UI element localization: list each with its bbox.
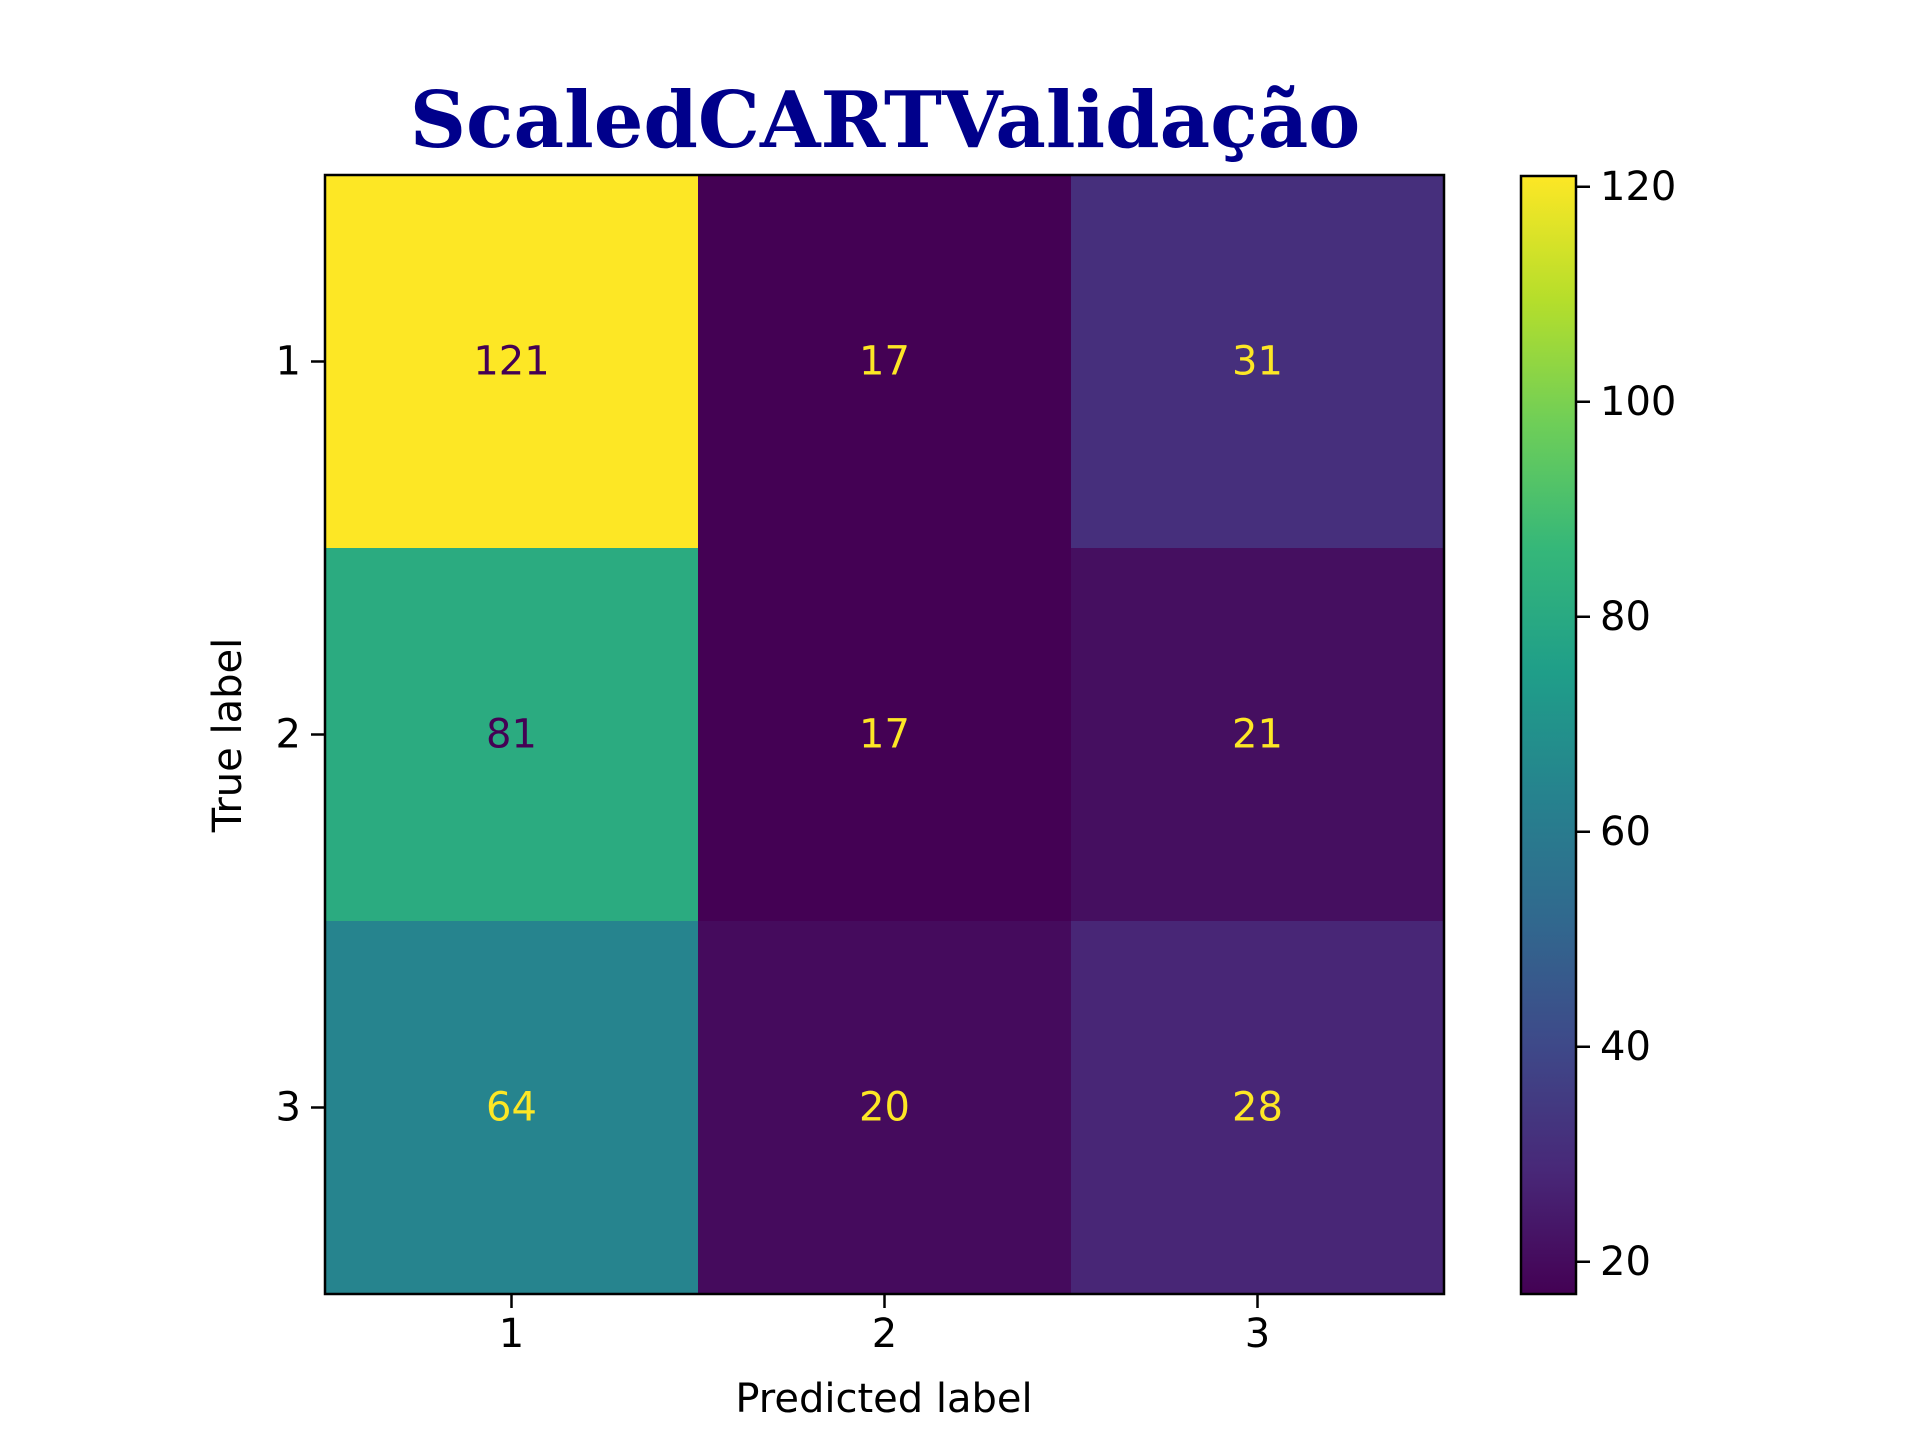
cell-value-label: 121: [473, 339, 549, 385]
y-tick-label: 2: [276, 712, 301, 758]
heatmap-cell: [1071, 548, 1445, 922]
heatmap-cell: [698, 175, 1072, 549]
heatmap-cell-labels: 121 17 31 81 17 21 64 20 28: [473, 339, 1283, 1131]
x-tick-label: 3: [1245, 1311, 1270, 1357]
cell-value-label: 81: [486, 712, 537, 758]
x-tick-label: 2: [872, 1311, 897, 1357]
x-axis-label: Predicted label: [735, 1376, 1032, 1422]
heatmap-cell: [325, 175, 699, 549]
colorbar-ticks: 20 40 60 80 100 120: [1576, 164, 1676, 1285]
heatmap-cell: [1071, 921, 1445, 1295]
chart-title: ScaledCARTValidação: [410, 75, 1361, 166]
cell-value-label: 17: [859, 712, 910, 758]
cell-value-label: 21: [1232, 712, 1283, 758]
cell-value-label: 31: [1232, 339, 1283, 385]
x-axis-ticks: 1 2 3: [499, 1294, 1270, 1357]
heatmap-cell: [325, 548, 699, 922]
cell-value-label: 20: [859, 1085, 910, 1131]
y-tick-label: 1: [276, 339, 301, 385]
colorbar-tick-label: 100: [1600, 379, 1676, 425]
cell-value-label: 28: [1232, 1085, 1283, 1131]
heatmap-cell: [1071, 175, 1445, 549]
heatmap-cells: [325, 175, 1445, 1295]
heatmap-cell: [698, 548, 1072, 922]
colorbar-tick-label: 80: [1600, 594, 1651, 640]
x-tick-label: 1: [499, 1311, 524, 1357]
y-tick-label: 3: [276, 1085, 301, 1131]
colorbar-tick-label: 20: [1600, 1239, 1651, 1285]
cell-value-label: 64: [486, 1085, 537, 1131]
colorbar-tick-label: 60: [1600, 809, 1651, 855]
y-axis-ticks: 1 2 3: [276, 339, 325, 1131]
colorbar-tick-label: 40: [1600, 1024, 1651, 1070]
heatmap-cell: [698, 921, 1072, 1295]
y-axis-label: True label: [205, 638, 251, 833]
colorbar-tick-label: 120: [1600, 164, 1676, 210]
colorbar: [1519, 174, 1578, 1296]
heatmap-cell: [325, 921, 699, 1295]
cell-value-label: 17: [859, 339, 910, 385]
